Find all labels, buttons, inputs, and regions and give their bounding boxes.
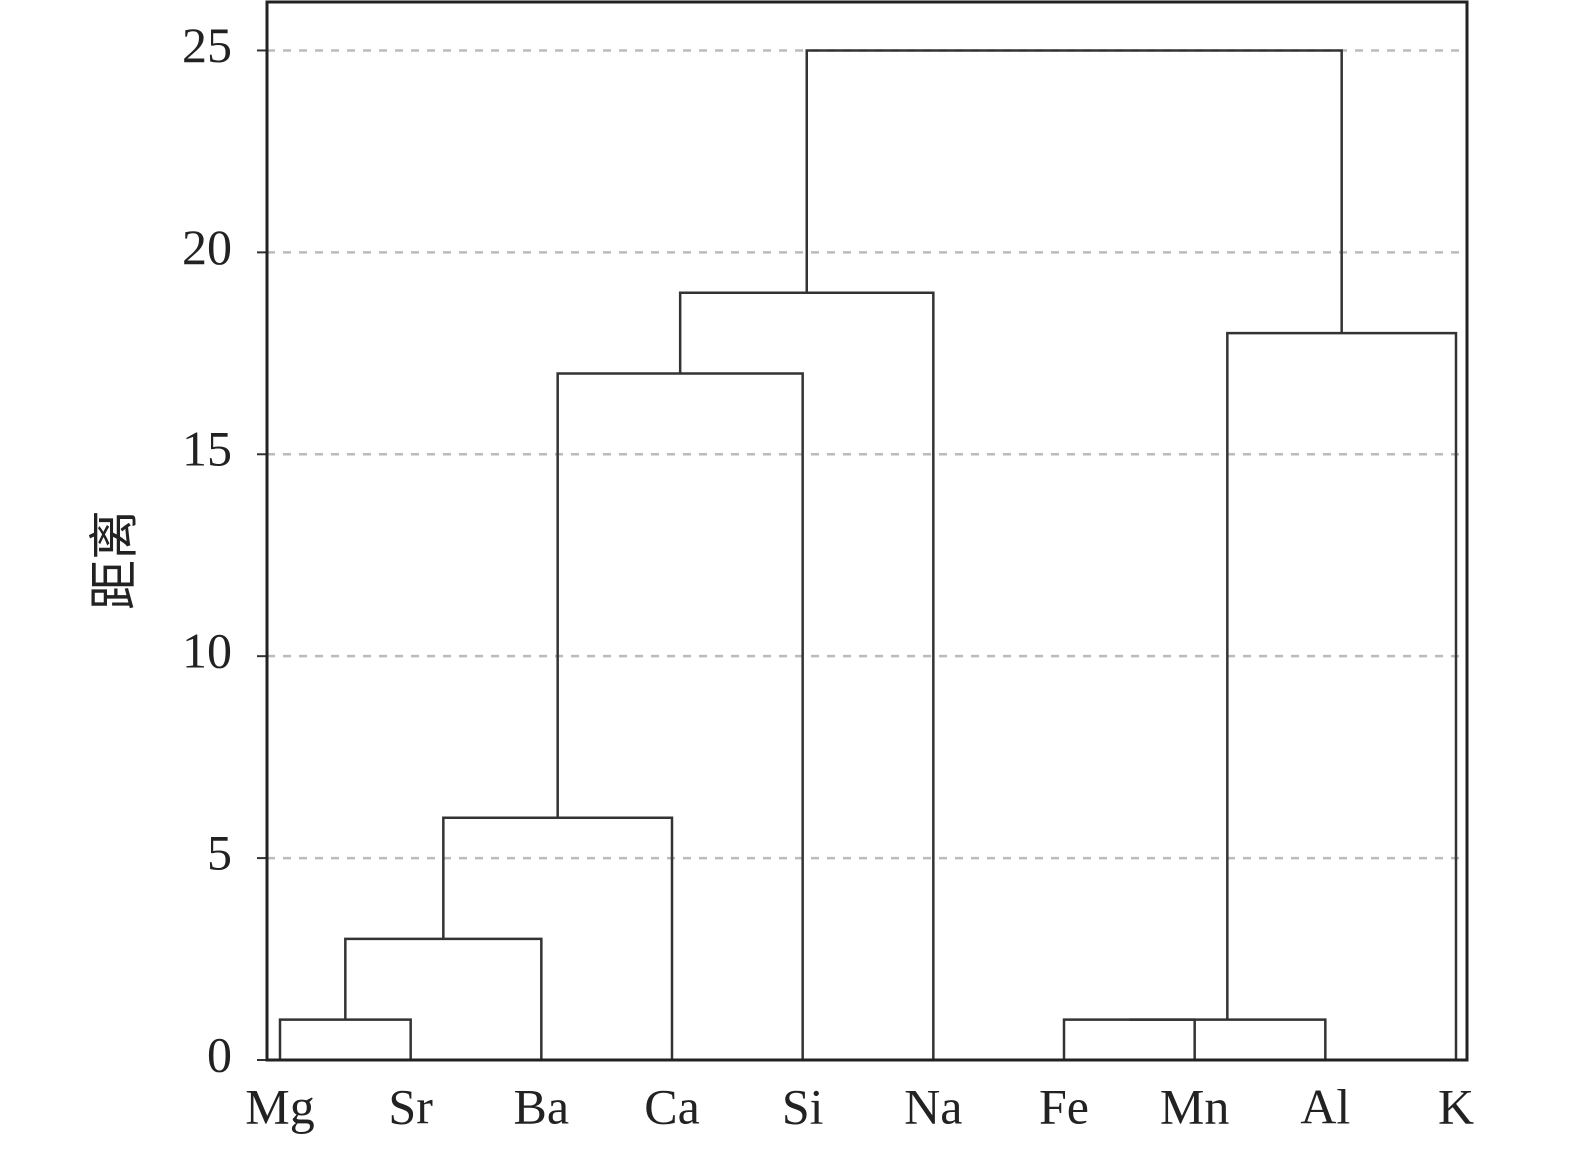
y-tick-label: 25 xyxy=(182,17,232,73)
x-tick-label: Na xyxy=(904,1078,962,1134)
dendrogram-link xyxy=(278,1018,412,1060)
y-tick-label: 15 xyxy=(182,421,232,477)
x-tick-label: Mg xyxy=(245,1078,314,1134)
dendrogram-link xyxy=(678,291,935,1060)
x-tick-label: Al xyxy=(1300,1078,1350,1134)
x-tick-label: Mn xyxy=(1160,1078,1229,1134)
x-tick-label: Ca xyxy=(644,1078,700,1134)
y-tick-label: 0 xyxy=(207,1026,232,1082)
dendrogram-link xyxy=(344,937,543,1060)
y-tick-label: 5 xyxy=(207,825,232,881)
dendrogram-link xyxy=(556,372,804,1060)
x-tick-label: K xyxy=(1438,1078,1474,1134)
dendrogram-link xyxy=(1062,1018,1196,1060)
x-tick-label: Fe xyxy=(1039,1078,1089,1134)
y-axis-label: 距离 xyxy=(86,510,142,610)
dendrogram-link xyxy=(1129,1018,1327,1060)
dendrogram-link xyxy=(442,816,674,1060)
dendrogram-link xyxy=(805,49,1343,334)
plot-frame xyxy=(265,0,1469,1062)
dendrogram-link xyxy=(1226,331,1458,1060)
x-tick-label: Sr xyxy=(388,1078,433,1134)
x-tick-label: Ba xyxy=(514,1078,570,1134)
x-tick-label: Si xyxy=(782,1078,824,1134)
y-tick-label: 20 xyxy=(182,219,232,275)
y-tick-label: 10 xyxy=(182,623,232,679)
